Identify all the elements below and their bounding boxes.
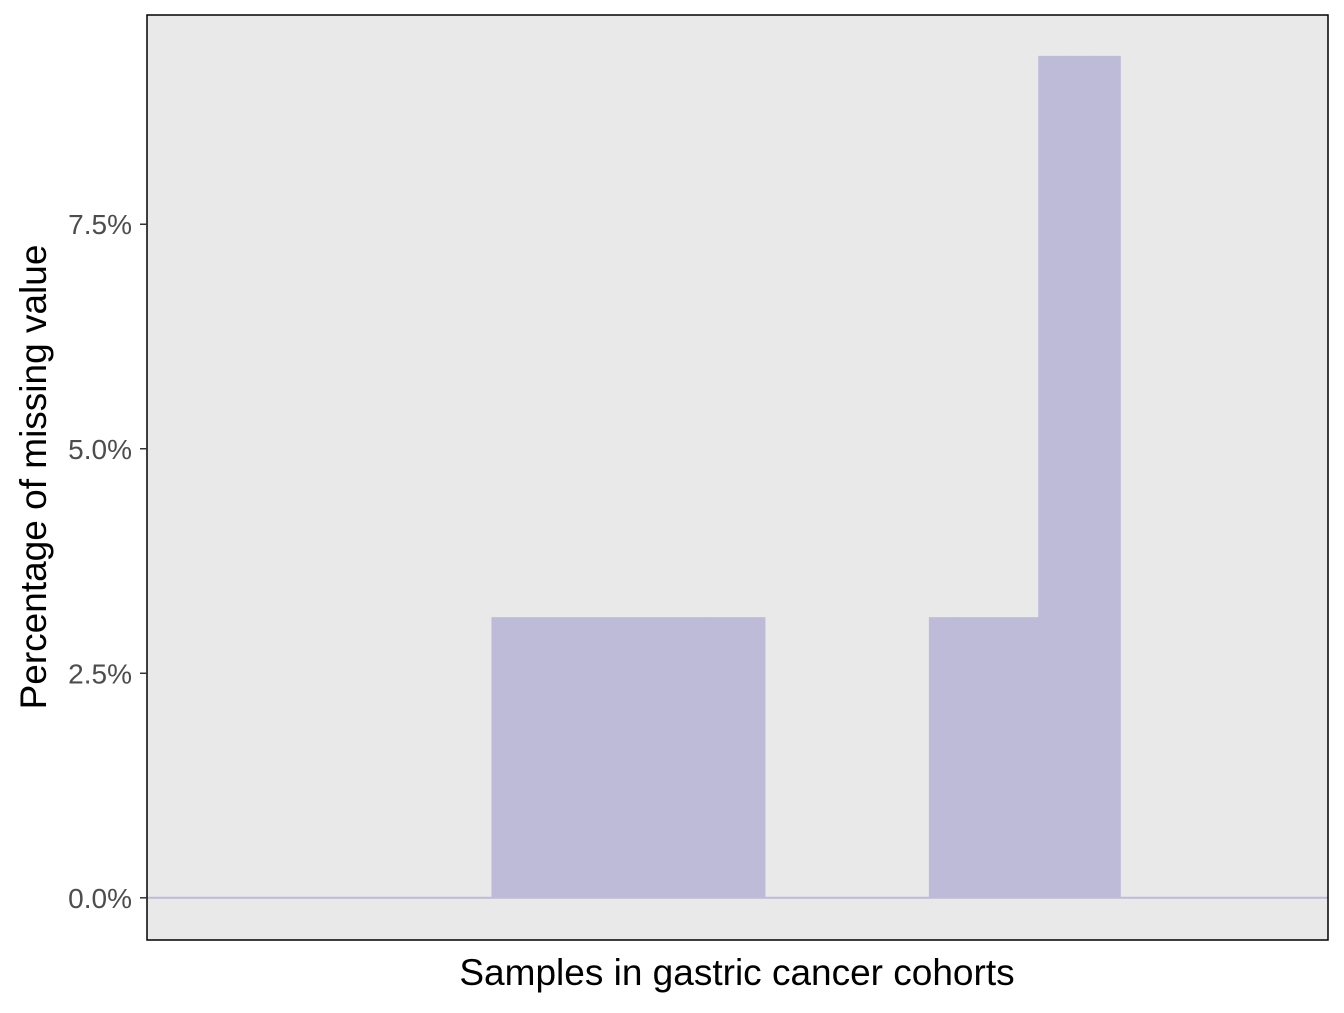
- bar-sample-20: [682, 617, 711, 898]
- bar-sample-33: [1038, 55, 1067, 898]
- x-axis-title: Samples in gastric cancer cohorts: [459, 952, 1014, 993]
- bar-sample-13: [491, 617, 520, 898]
- y-tick-label: 0.0%: [68, 883, 132, 914]
- plot-panel-border: [146, 14, 1329, 941]
- bar-sample-21: [710, 617, 739, 898]
- bar-sample-31: [983, 617, 1012, 898]
- y-tick-label: 2.5%: [68, 658, 132, 689]
- bar-sample-30: [956, 617, 985, 898]
- bars-layer: [491, 55, 1121, 898]
- y-axis: 0.0% 2.5% 5.0% 7.5%: [68, 209, 147, 914]
- y-axis-title: Percentage of missing value: [13, 245, 54, 710]
- bar-sample-32: [1010, 617, 1039, 898]
- bar-sample-15: [546, 617, 575, 898]
- bar-sample-22: [737, 617, 766, 898]
- bar-sample-18: [628, 617, 657, 898]
- bar-sample-34: [1065, 55, 1094, 898]
- bar-sample-29: [928, 617, 957, 898]
- bar-sample-19: [655, 617, 684, 898]
- y-tick-label: 5.0%: [68, 434, 132, 465]
- bar-sample-16: [573, 617, 602, 898]
- y-tick-label: 7.5%: [68, 209, 132, 240]
- bar-sample-17: [600, 617, 629, 898]
- bar-sample-35: [1092, 55, 1121, 898]
- bar-sample-14: [518, 617, 547, 898]
